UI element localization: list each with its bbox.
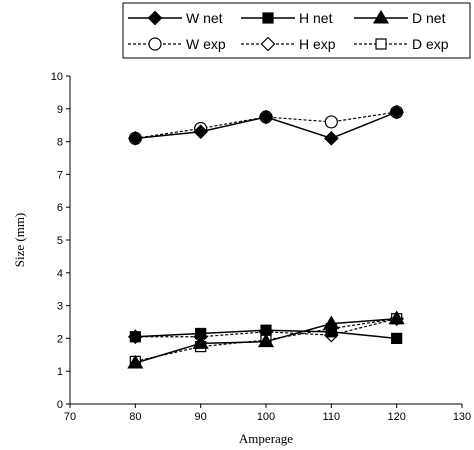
y-tick-label: 4: [57, 268, 63, 280]
series-w-net: [127, 104, 405, 146]
legend: W net H net D net W exp H exp D exp: [122, 2, 471, 59]
x-tick-label: 80: [129, 411, 141, 423]
legend-label-h-net: H net: [299, 10, 333, 26]
y-tick-label: 1: [57, 366, 63, 378]
legend-marker-w-exp: [148, 37, 162, 51]
series-d-net: [127, 310, 405, 369]
y-tick-label: 5: [57, 235, 63, 247]
x-tick-label: 100: [257, 411, 275, 423]
x-axis-title: Amperage: [239, 431, 293, 446]
y-tick-label: 7: [57, 169, 63, 181]
legend-label-h-exp: H exp: [299, 36, 336, 52]
data-point-h-net: [391, 332, 403, 344]
y-axis-title: Size (mm): [12, 213, 27, 268]
legend-marker-h-net: [262, 12, 274, 24]
data-point-w-net: [127, 130, 143, 146]
legend-item-d-net: D net: [354, 9, 446, 26]
y-tick-label: 0: [57, 399, 63, 411]
legend-label-w-exp: W exp: [186, 36, 226, 52]
data-point-d-net: [257, 333, 275, 348]
legend-label-w-net: W net: [186, 10, 223, 26]
data-point-d-net: [388, 310, 405, 325]
data-point-w-net: [258, 109, 274, 125]
x-tick-label: 130: [453, 411, 471, 423]
series-h-net: [129, 324, 403, 344]
data-point-h-net: [129, 331, 141, 343]
legend-box: [122, 2, 471, 59]
y-tick-label: 10: [51, 71, 63, 83]
legend-marker-d-net: [372, 9, 390, 24]
x-tick-label: 70: [64, 411, 76, 423]
legend-item-h-net: H net: [241, 10, 333, 26]
x-tick-label: 120: [387, 411, 405, 423]
data-point-w-exp: [324, 115, 338, 129]
y-tick-label: 9: [57, 104, 63, 116]
data-point-d-net: [127, 354, 144, 369]
x-tick-label: 110: [323, 411, 341, 423]
data-point-w-net: [389, 104, 405, 120]
legend-marker-d-exp: [375, 38, 387, 50]
series-layer: [127, 104, 405, 369]
y-tick-label: 8: [57, 137, 63, 149]
y-tick-label: 2: [57, 333, 63, 345]
y-tick-label: 3: [57, 301, 63, 313]
legend-item-h-exp: H exp: [241, 36, 336, 52]
x-tick-label: 90: [195, 411, 207, 423]
data-point-d-net: [192, 335, 209, 349]
legend-label-d-exp: D exp: [412, 36, 449, 52]
data-point-w-net: [323, 130, 339, 146]
data-point-d-net: [323, 315, 340, 330]
legend-label-d-net: D net: [412, 10, 446, 26]
data-point-w-net: [193, 124, 209, 140]
legend-marker-h-exp: [260, 36, 276, 52]
legend-item-w-net: W net: [128, 10, 223, 26]
axes: 0 1 2 3 4 5 6 7 8 9 10 70 80 90 100 110 120 130: [51, 71, 471, 423]
legend-item-d-exp: D exp: [354, 36, 449, 52]
legend-marker-w-net: [147, 10, 163, 26]
legend-item-w-exp: W exp: [128, 36, 226, 52]
y-tick-label: 6: [57, 202, 63, 214]
